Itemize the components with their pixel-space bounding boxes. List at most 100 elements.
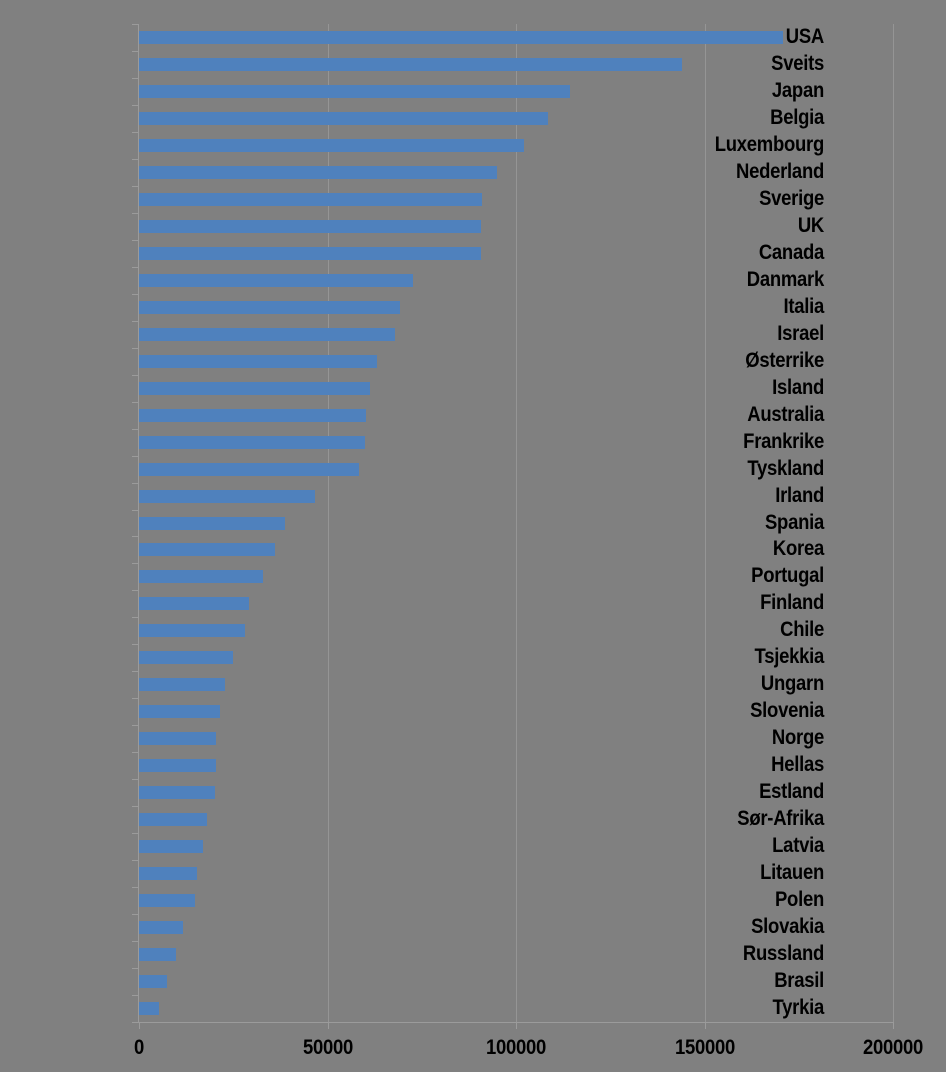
y-axis-tick: [132, 806, 139, 808]
bar: [139, 354, 377, 368]
bar: [139, 165, 497, 179]
y-axis-tick: [132, 941, 139, 943]
bar: [139, 300, 400, 314]
bar: [139, 84, 570, 98]
bar: [139, 732, 216, 746]
x-axis-line: [132, 1022, 894, 1023]
category-label: Hellas: [771, 753, 824, 777]
category-label: Japan: [771, 78, 824, 102]
category-label: Estland: [759, 780, 824, 804]
category-label: Sveits: [771, 51, 824, 75]
y-axis-tick: [132, 617, 139, 619]
bar: [139, 462, 359, 476]
category-label: Tyskland: [747, 456, 824, 480]
bar: [139, 705, 220, 719]
major-gridline: [893, 24, 894, 1022]
category-label: Luxembourg: [714, 132, 825, 156]
x-axis-tick-label: 50000: [302, 1036, 353, 1059]
y-axis-tick: [132, 1022, 139, 1023]
category-label: Australia: [747, 402, 824, 426]
bar: [139, 381, 370, 395]
bar: [139, 570, 263, 584]
y-axis-tick: [132, 698, 139, 700]
bar: [139, 273, 413, 287]
y-axis-tick: [132, 239, 139, 241]
bar: [139, 867, 197, 881]
y-axis-tick: [132, 428, 139, 430]
major-gridline: [327, 24, 329, 1022]
y-axis-tick: [132, 779, 139, 781]
bar: [139, 219, 481, 233]
x-axis-tick: [893, 1023, 894, 1029]
category-label: Litauen: [760, 861, 824, 885]
x-axis-tick: [139, 1023, 140, 1029]
category-label: Danmark: [746, 267, 825, 291]
category-label: Slovenia: [750, 699, 824, 723]
bar: [139, 813, 207, 827]
bar: [139, 30, 783, 44]
x-axis-tick: [704, 1023, 706, 1029]
y-axis-tick: [132, 104, 139, 106]
major-gridline: [704, 24, 706, 1022]
x-axis-tick-label: 150000: [674, 1036, 735, 1059]
category-label: Russland: [742, 942, 824, 966]
bar: [139, 57, 682, 71]
bar: [139, 327, 395, 341]
y-axis-tick: [132, 914, 139, 916]
category-label: Østerrike: [745, 348, 824, 372]
x-axis-tick-label: 0: [133, 1036, 145, 1059]
category-label: Portugal: [751, 564, 824, 588]
y-axis-tick: [132, 860, 139, 862]
category-label: Nederland: [736, 159, 824, 183]
bar: [139, 435, 365, 449]
bar: [139, 246, 481, 260]
y-axis-tick: [132, 77, 139, 79]
x-axis-tick: [516, 1023, 517, 1029]
category-label: Italia: [783, 294, 824, 318]
category-label: Frankrike: [743, 429, 824, 453]
y-axis-tick: [132, 509, 139, 511]
y-axis-tick: [132, 968, 139, 970]
category-label: Latvia: [772, 834, 824, 858]
category-label: Irland: [775, 483, 824, 507]
y-axis-tick: [132, 293, 139, 295]
category-label: UK: [797, 213, 824, 237]
bar: [139, 921, 183, 935]
y-axis-tick: [132, 563, 139, 565]
y-axis-tick: [132, 752, 139, 754]
category-label: Polen: [774, 888, 824, 912]
category-label: Finland: [760, 591, 824, 615]
y-axis-tick: [132, 24, 139, 25]
y-axis-tick: [132, 158, 139, 160]
y-axis-tick: [132, 482, 139, 484]
category-label: USA: [785, 25, 825, 48]
category-label: Slovakia: [751, 915, 824, 939]
category-label: Canada: [758, 240, 824, 264]
x-axis-tick-label: 200000: [862, 1036, 924, 1059]
major-gridline: [516, 24, 517, 1022]
category-label: Korea: [772, 537, 824, 561]
category-label: Sør-Afrika: [737, 807, 824, 831]
category-label: Brasil: [774, 969, 824, 993]
category-label: Tsjekkia: [754, 645, 825, 669]
bar: [139, 975, 167, 989]
y-axis-tick: [132, 671, 139, 673]
y-axis-tick: [132, 887, 139, 889]
y-axis-tick: [132, 320, 139, 322]
y-axis-tick: [132, 374, 139, 376]
category-label: Norge: [771, 726, 824, 750]
category-label: Tyrkia: [772, 996, 825, 1020]
y-axis-tick: [132, 185, 139, 187]
category-label: Sverige: [759, 186, 824, 210]
y-axis-tick: [132, 212, 139, 214]
bar: [139, 651, 233, 665]
bar: [139, 894, 195, 908]
bar: [139, 678, 225, 692]
bar: [139, 543, 275, 557]
y-axis-line: [138, 24, 139, 1022]
bar: [139, 948, 176, 962]
x-axis-tick-label: 100000: [485, 1036, 547, 1059]
y-axis-tick: [132, 833, 139, 835]
bar: [139, 408, 366, 422]
